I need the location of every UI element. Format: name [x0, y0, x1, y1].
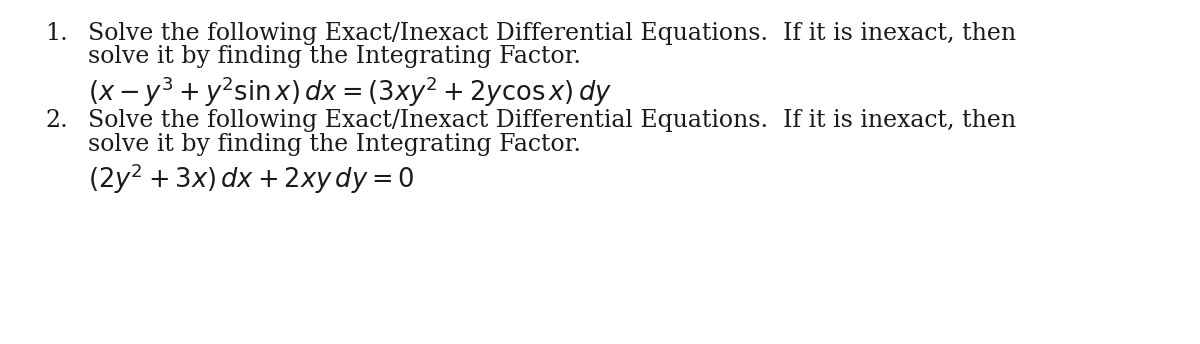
Text: $(2y^2 + 3x)\, dx + 2xy\, dy = 0$: $(2y^2 + 3x)\, dx + 2xy\, dy = 0$ [88, 161, 414, 196]
Text: solve it by finding the Integrating Factor.: solve it by finding the Integrating Fact… [88, 133, 581, 155]
Text: Solve the following Exact/Inexact Differential Equations.  If it is inexact, the: Solve the following Exact/Inexact Differ… [88, 109, 1015, 132]
Text: solve it by finding the Integrating Factor.: solve it by finding the Integrating Fact… [88, 45, 581, 68]
Text: Solve the following Exact/Inexact Differential Equations.  If it is inexact, the: Solve the following Exact/Inexact Differ… [88, 22, 1015, 45]
Text: 2.: 2. [46, 109, 68, 132]
Text: 1.: 1. [46, 22, 68, 45]
Text: $(x - y^3 + y^2 \sin x)\, dx = (3xy^2 + 2y \cos x)\, dy$: $(x - y^3 + y^2 \sin x)\, dx = (3xy^2 + … [88, 74, 612, 109]
